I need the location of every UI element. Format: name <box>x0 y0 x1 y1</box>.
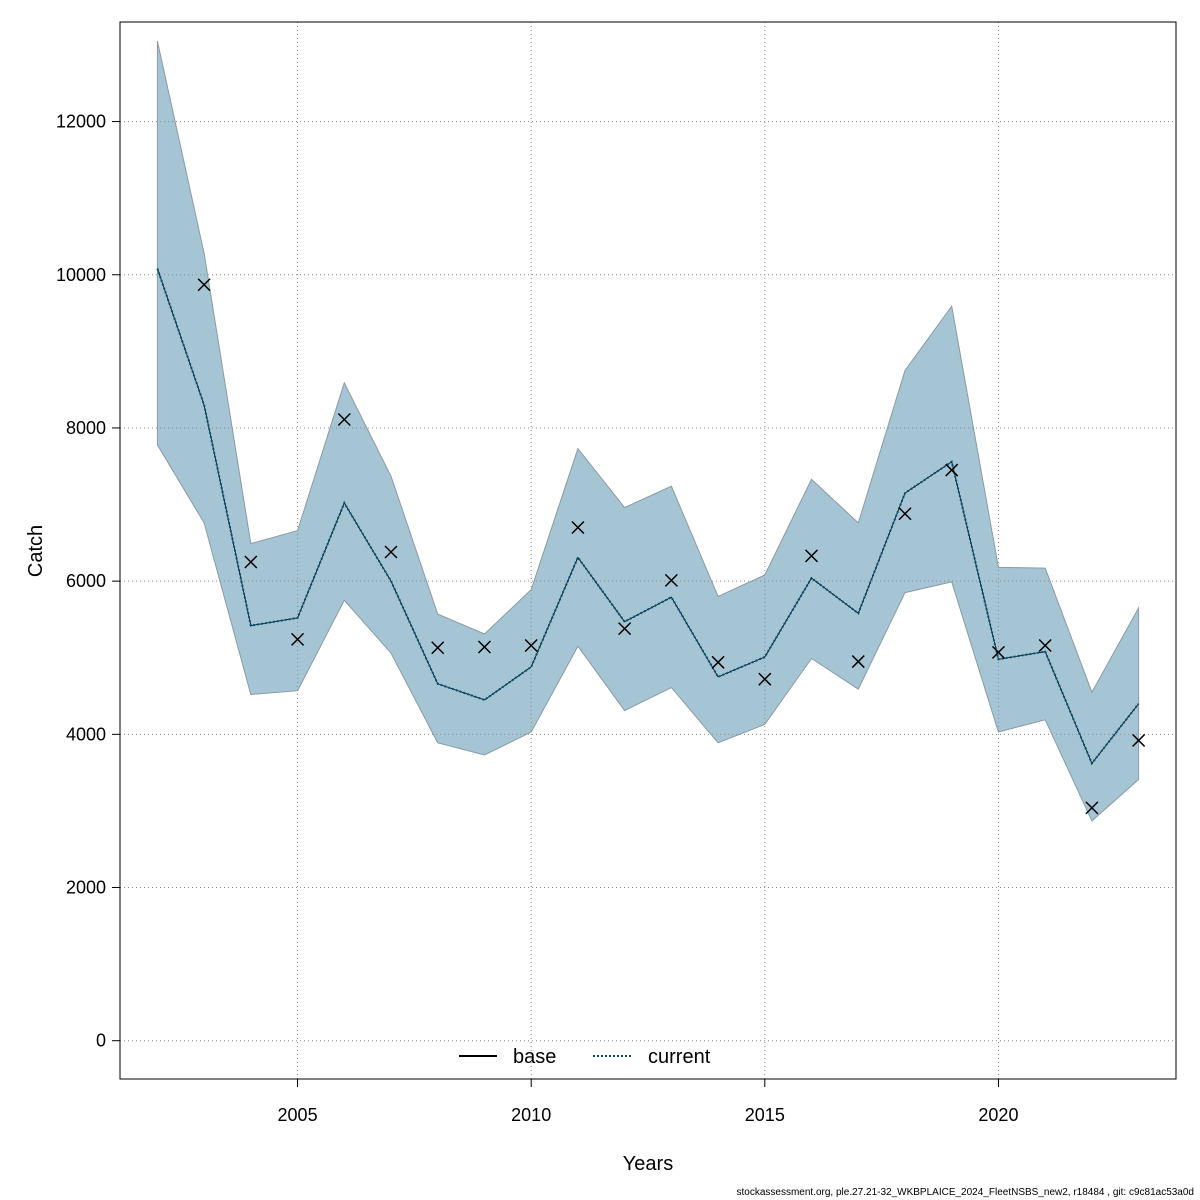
x-tick-label-2020: 2020 <box>978 1105 1018 1125</box>
observation-marker-2007 <box>384 545 398 559</box>
observation-marker-2010 <box>524 638 538 653</box>
observation-marker-2023 <box>1132 733 1146 747</box>
observation-marker-2017 <box>851 655 865 669</box>
y-tick-label-8000: 8000 <box>66 418 106 438</box>
x-axis: 2005 2010 2015 2020 <box>278 1078 1018 1125</box>
observation-marker-2006 <box>337 412 351 427</box>
y-axis-title: Catch <box>25 525 47 577</box>
series-layer <box>156 268 1140 766</box>
legend-current-label: current <box>648 1046 711 1068</box>
observation-marker-2008 <box>431 641 445 655</box>
y-tick-label-12000: 12000 <box>56 112 106 132</box>
observation-markers <box>197 278 1146 815</box>
x-axis-title: Years <box>623 1153 673 1175</box>
y-axis: 0 2000 4000 6000 8000 10000 12000 <box>56 112 121 1051</box>
observation-marker-2021 <box>1038 638 1052 653</box>
grid-layer <box>120 22 1176 1079</box>
observation-marker-2009 <box>477 640 491 654</box>
x-tick-label-2015: 2015 <box>745 1105 785 1125</box>
observation-marker-2013 <box>664 573 678 587</box>
observation-marker-2022 <box>1085 801 1099 815</box>
y-tick-label-0: 0 <box>96 1031 106 1051</box>
observation-marker-2020 <box>991 645 1005 659</box>
y-tick-label-2000: 2000 <box>66 878 106 898</box>
observation-marker-2012 <box>618 622 632 636</box>
y-tick-label-6000: 6000 <box>66 571 106 591</box>
observation-marker-2018 <box>898 507 912 521</box>
observation-marker-2005 <box>291 632 305 646</box>
observation-marker-2016 <box>805 549 819 563</box>
y-tick-label-4000: 4000 <box>66 724 106 744</box>
observation-marker-2015 <box>758 672 772 686</box>
observation-marker-2003 <box>197 278 211 292</box>
observation-marker-2011 <box>571 520 585 535</box>
confidence-band <box>156 40 1140 822</box>
series-current-line-overlay <box>157 268 1139 765</box>
legend-base-label: base <box>513 1046 556 1068</box>
observation-marker-2004 <box>244 555 258 569</box>
legend: base current <box>459 1046 711 1068</box>
observation-marker-2019 <box>945 463 959 477</box>
observation-marker-2014 <box>711 655 725 669</box>
series-current-line <box>156 268 1140 766</box>
x-tick-label-2005: 2005 <box>278 1105 318 1125</box>
y-tick-label-10000: 10000 <box>56 265 106 285</box>
x-tick-label-2010: 2010 <box>511 1105 551 1125</box>
footer-credit: stockassessment.org, ple.27.21-32_WKBPLA… <box>736 1187 1195 1198</box>
confidence-band-layer <box>156 40 1140 822</box>
